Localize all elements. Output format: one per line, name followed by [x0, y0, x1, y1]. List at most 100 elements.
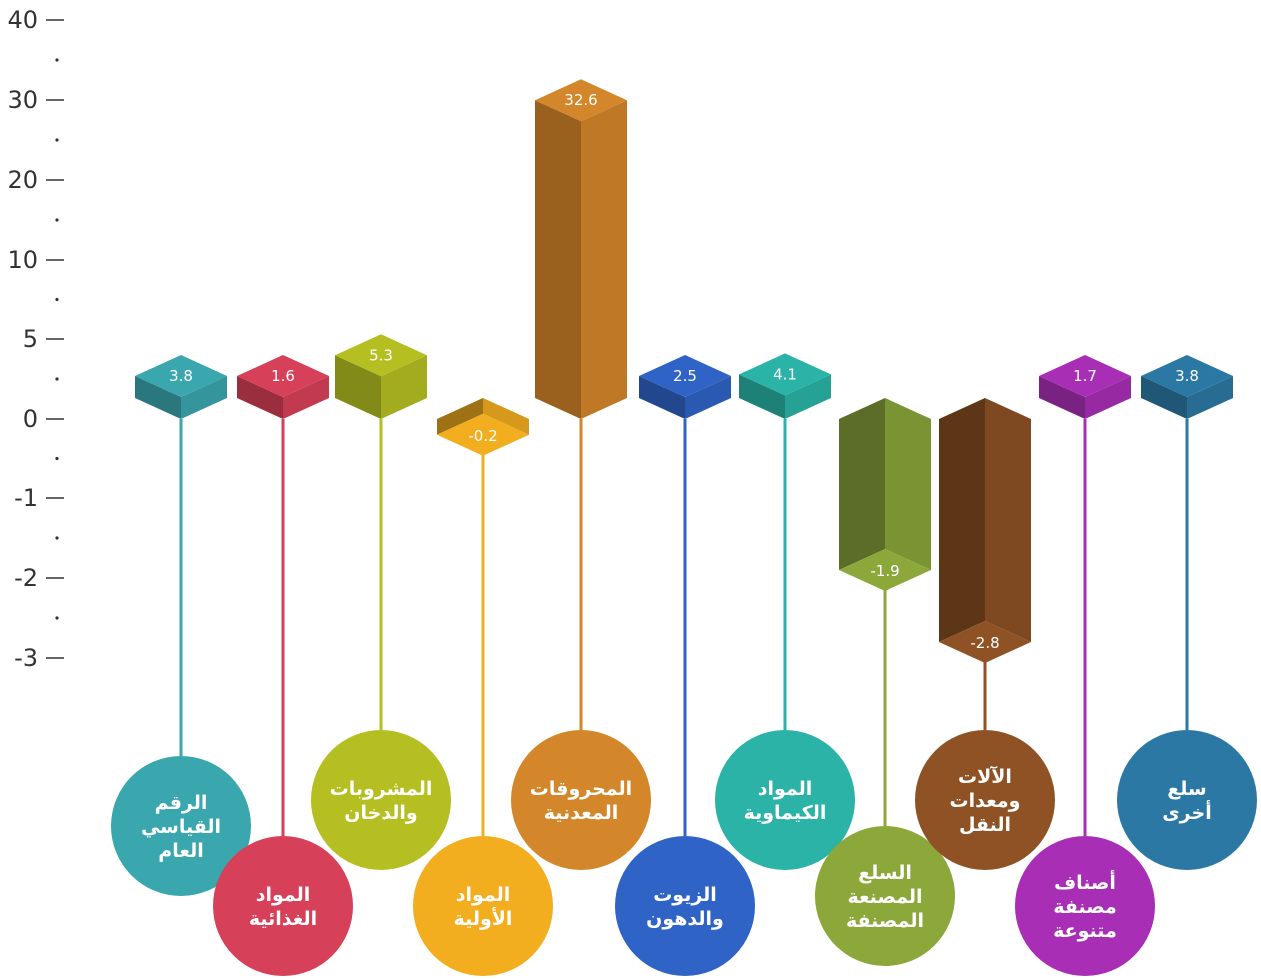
bar-left-face — [135, 376, 181, 419]
bar-bottom-face — [839, 549, 931, 591]
category-label: القياسي — [141, 816, 221, 838]
axis-dot — [55, 536, 59, 540]
axis-dot — [55, 297, 59, 302]
y-tick-label: -3 — [14, 644, 38, 672]
axis-dot — [55, 138, 59, 142]
bar-right-face — [1187, 376, 1233, 419]
category-label: والدخان — [344, 802, 417, 824]
y-tick-label: -1 — [14, 484, 38, 512]
y-tick-label: 5 — [23, 325, 38, 353]
category-label: المواد — [758, 778, 813, 800]
y-tick-label: 30 — [7, 86, 38, 114]
category-label: الزيوت — [653, 884, 717, 906]
category-circle — [1117, 730, 1257, 870]
y-tick-label: 40 — [7, 6, 38, 34]
category-label: سلع — [1167, 778, 1206, 800]
bar-right-face — [581, 100, 627, 419]
category-label: المواد — [456, 884, 511, 906]
bar-bottom-face — [437, 413, 529, 456]
bar-value-label: -1.9 — [870, 562, 899, 580]
bar-left-face — [237, 376, 283, 419]
category-label: المصنعة — [847, 886, 922, 908]
bar-value-label: 1.7 — [1073, 367, 1097, 385]
bar-top-face — [1039, 355, 1131, 397]
bar-right-face — [685, 376, 731, 419]
bars-layer: الرقمالقياسيالعام3.8الموادالغذائية1.6الم… — [111, 79, 1257, 976]
bar-left-face — [739, 374, 785, 419]
bar-right-face — [283, 376, 329, 419]
category-circle — [1015, 836, 1155, 976]
category-circle — [815, 826, 955, 966]
category-label: المحروقات — [530, 778, 632, 800]
bar-value-label: -2.8 — [970, 634, 999, 652]
category-label: السلع — [858, 862, 912, 884]
bar-left-face — [1141, 376, 1187, 419]
category-label: الكيماوية — [744, 802, 827, 824]
category-label: المعدنية — [544, 802, 619, 824]
category-label: المشروبات — [330, 778, 433, 800]
category-label: المواد — [256, 884, 311, 906]
bar-value-label: 3.8 — [1175, 367, 1199, 385]
category-circle — [511, 730, 651, 870]
axis-dot — [55, 58, 59, 62]
bar-left-face — [535, 100, 581, 419]
axis-dot — [55, 218, 59, 222]
bar-bottom-face — [939, 621, 1031, 663]
bar-value-label: 3.8 — [169, 367, 193, 385]
category-label: الغذائية — [249, 908, 317, 930]
bar-top-face — [739, 353, 831, 396]
category-circle — [413, 836, 553, 976]
bar-left-face — [639, 376, 685, 419]
bar-value-label: 32.6 — [564, 91, 597, 109]
y-tick-label: 20 — [7, 166, 38, 194]
category-circle — [111, 756, 251, 896]
category-circle — [615, 836, 755, 976]
y-axis: 40 30 20 10 5 0 -1 -2 -3 — [7, 6, 64, 672]
bar-top-face — [535, 79, 627, 122]
bar-right-face — [483, 398, 529, 435]
bar-top-face — [1141, 355, 1233, 397]
category-label: مصنفة — [1053, 896, 1116, 918]
category-circle — [311, 730, 451, 870]
bar-value-label: 4.1 — [773, 365, 797, 383]
axis-dot — [55, 616, 59, 620]
category-label: الأولية — [454, 907, 513, 930]
bar-value-label: 5.3 — [369, 346, 393, 364]
axis-dot — [55, 456, 59, 461]
bar-right-face — [785, 374, 831, 419]
bar-left-face — [335, 355, 381, 419]
bar-value-label: -0.2 — [468, 427, 497, 445]
bar-left-face — [1039, 376, 1085, 419]
category-circle — [715, 730, 855, 870]
bar-right-face — [985, 398, 1031, 642]
category-label: متنوعة — [1053, 920, 1117, 942]
bar-top-face — [237, 355, 329, 397]
y-tick-label: 0 — [23, 405, 38, 433]
bar-value-label: 1.6 — [271, 367, 295, 385]
bar-top-face — [639, 355, 731, 397]
category-label: العام — [158, 840, 203, 862]
bar-top-face — [135, 355, 227, 397]
bar-right-face — [181, 376, 227, 419]
bar-left-face — [939, 398, 985, 642]
category-label: النقل — [959, 814, 1011, 836]
category-label: أصناف — [1054, 870, 1116, 894]
category-label: الآلات — [958, 765, 1012, 788]
category-circle — [915, 730, 1055, 870]
category-label: أخرى — [1162, 800, 1211, 824]
bar-left-face — [839, 398, 885, 570]
bar-top-face — [335, 334, 427, 377]
category-circle — [213, 836, 353, 976]
bar-value-label: 2.5 — [673, 367, 697, 385]
category-label: المصنفة — [846, 910, 924, 932]
